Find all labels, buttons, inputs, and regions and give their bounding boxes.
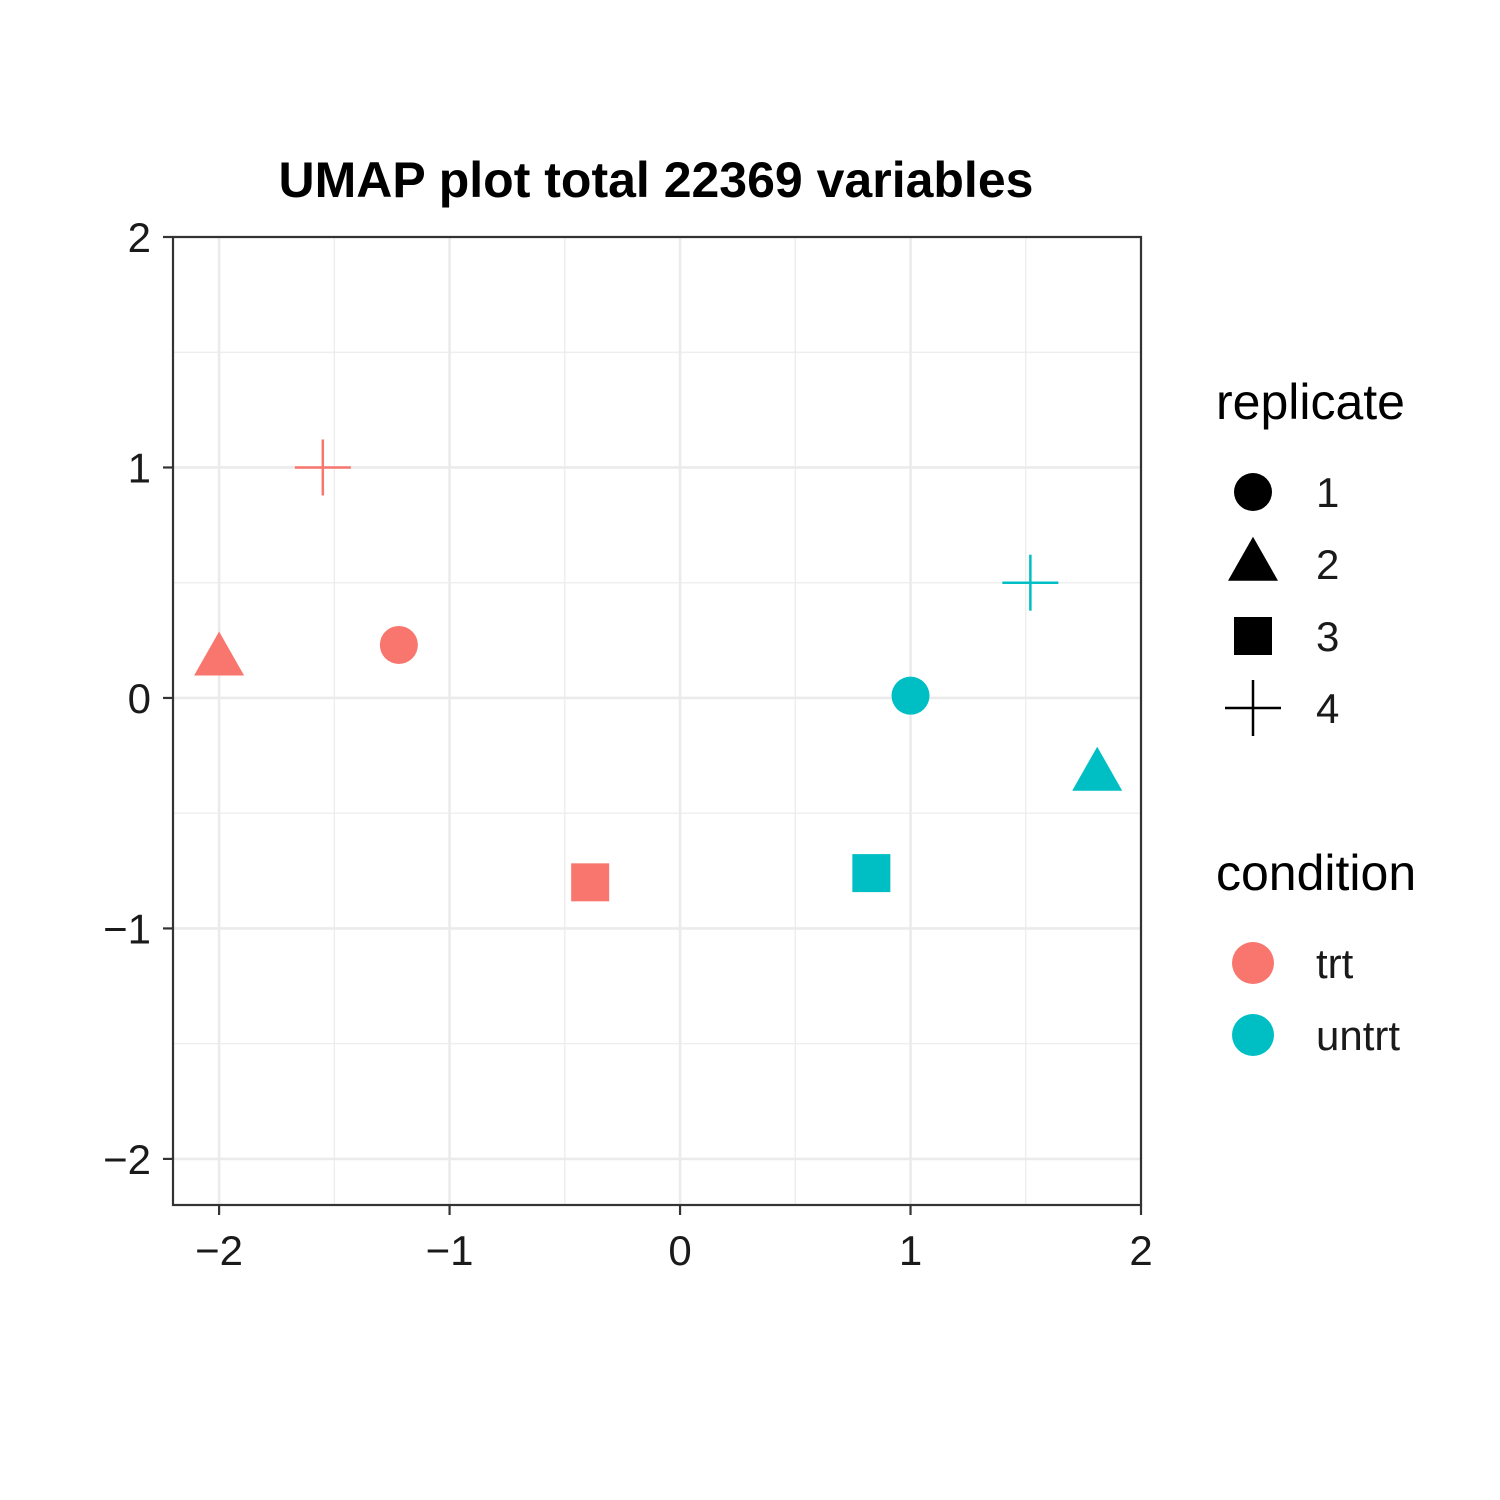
replicate-legend-key-2 xyxy=(1228,536,1278,581)
data-point-untrt-replicate-1 xyxy=(891,676,930,715)
grid-lines xyxy=(173,235,1143,1205)
replicate-legend: replicate 1 2 3 4 xyxy=(1216,374,1405,736)
data-point-untrt-replicate-3 xyxy=(852,854,891,893)
plot-panel-background xyxy=(173,237,1141,1205)
y-tick-label: −1 xyxy=(103,905,151,952)
data-point-trt-replicate-1 xyxy=(379,625,418,664)
condition-legend-key-trt xyxy=(1232,942,1274,984)
y-tick-label: 2 xyxy=(128,214,151,261)
condition-legend-label-trt: trt xyxy=(1316,940,1354,987)
condition-legend-title: condition xyxy=(1216,845,1416,901)
replicate-legend-title: replicate xyxy=(1216,374,1405,430)
x-tick-label: 0 xyxy=(668,1227,691,1274)
x-tick-label: 2 xyxy=(1129,1227,1152,1274)
axes: −2 −1 0 1 2 −2 −1 0 1 2 xyxy=(103,214,1153,1274)
x-tick-label: −2 xyxy=(195,1227,243,1274)
y-tick-label: 1 xyxy=(128,444,151,491)
replicate-legend-key-4 xyxy=(1225,680,1281,736)
replicate-legend-key-3 xyxy=(1234,617,1272,655)
plot-panel-border xyxy=(171,235,1143,1207)
replicate-legend-label-2: 2 xyxy=(1316,541,1339,588)
replicate-legend-label-3: 3 xyxy=(1316,613,1339,660)
data-point-trt-replicate-2 xyxy=(194,631,245,676)
chart-title: UMAP plot total 22369 variables xyxy=(279,152,1034,208)
condition-legend-label-untrt: untrt xyxy=(1316,1012,1400,1059)
data-point-trt-replicate-3 xyxy=(571,863,610,902)
data-point-trt-replicate-4 xyxy=(294,439,351,496)
data-point-untrt-replicate-4 xyxy=(1002,554,1059,611)
replicate-legend-label-4: 4 xyxy=(1316,685,1339,732)
condition-legend: condition trt untrt xyxy=(1216,845,1416,1059)
x-tick-label: 1 xyxy=(899,1227,922,1274)
data-points xyxy=(194,439,1123,902)
replicate-legend-key-1 xyxy=(1234,473,1272,511)
x-tick-label: −1 xyxy=(426,1227,474,1274)
y-tick-label: 0 xyxy=(128,675,151,722)
replicate-legend-label-1: 1 xyxy=(1316,469,1339,516)
y-tick-label: −2 xyxy=(103,1136,151,1183)
condition-legend-key-untrt xyxy=(1232,1014,1274,1056)
data-point-untrt-replicate-2 xyxy=(1072,746,1123,791)
